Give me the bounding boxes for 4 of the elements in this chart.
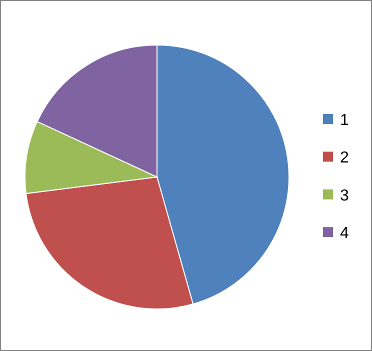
legend-label: 4	[340, 225, 349, 242]
legend-label: 3	[340, 187, 349, 204]
legend-label: 2	[340, 150, 349, 167]
legend-label: 1	[340, 112, 349, 129]
